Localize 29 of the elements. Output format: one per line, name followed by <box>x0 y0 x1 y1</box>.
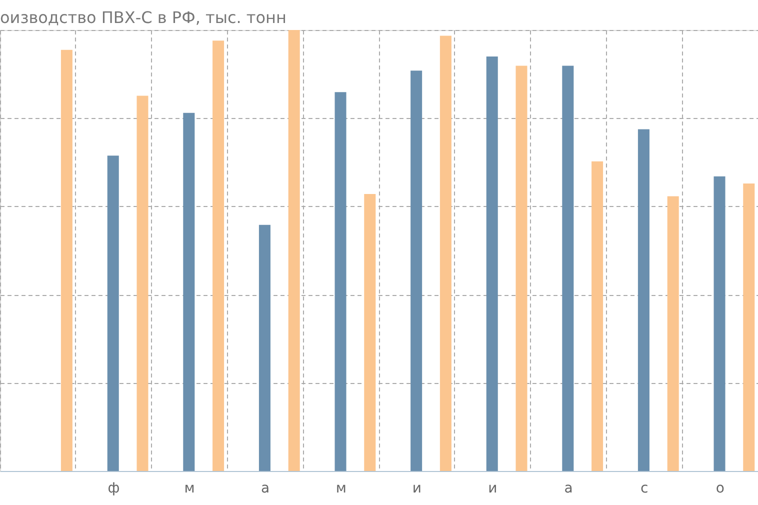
x-tick-label: с <box>640 480 648 496</box>
chart-title: оизводство ПВХ-С в РФ, тыс. тонн <box>0 8 286 27</box>
x-tick-label: м <box>336 480 346 496</box>
x-tick-label: и <box>488 480 498 496</box>
bar <box>136 96 148 471</box>
bar <box>486 56 498 471</box>
bar <box>288 30 300 471</box>
x-tick-label: ф <box>108 480 120 496</box>
bar <box>592 161 604 471</box>
bar <box>183 112 195 471</box>
bar <box>60 50 72 471</box>
bar <box>334 92 346 471</box>
x-tick-label: а <box>564 480 573 496</box>
bar <box>258 224 270 471</box>
bar <box>212 40 224 471</box>
bar <box>516 66 528 471</box>
bar <box>667 196 679 471</box>
bar <box>410 70 422 471</box>
bar <box>743 183 755 471</box>
bar <box>107 156 119 471</box>
bar <box>638 129 650 471</box>
bar <box>562 66 574 471</box>
x-tick-label: и <box>412 480 422 496</box>
bar <box>440 36 452 471</box>
x-tick-label: а <box>261 480 270 496</box>
x-tick-label: м <box>184 480 195 496</box>
bar <box>364 194 376 471</box>
x-tick-label: о <box>716 480 724 496</box>
bar <box>714 176 726 471</box>
